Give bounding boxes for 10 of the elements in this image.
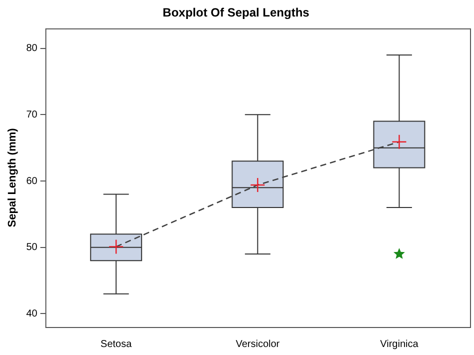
y-tick-label: 80 — [26, 43, 38, 54]
y-tick-label: 40 — [26, 308, 38, 320]
x-tick-label: Versicolor — [236, 338, 280, 350]
chart-title: Boxplot Of Sepal Lengths — [162, 6, 310, 20]
x-tick-label: Setosa — [100, 338, 132, 350]
y-tick-label: 50 — [26, 242, 38, 254]
y-axis-title: Sepal Length (mm) — [6, 128, 19, 228]
y-tick-label: 60 — [26, 176, 38, 187]
x-tick-label: Virginica — [380, 338, 419, 350]
y-tick-label: 70 — [26, 109, 38, 120]
